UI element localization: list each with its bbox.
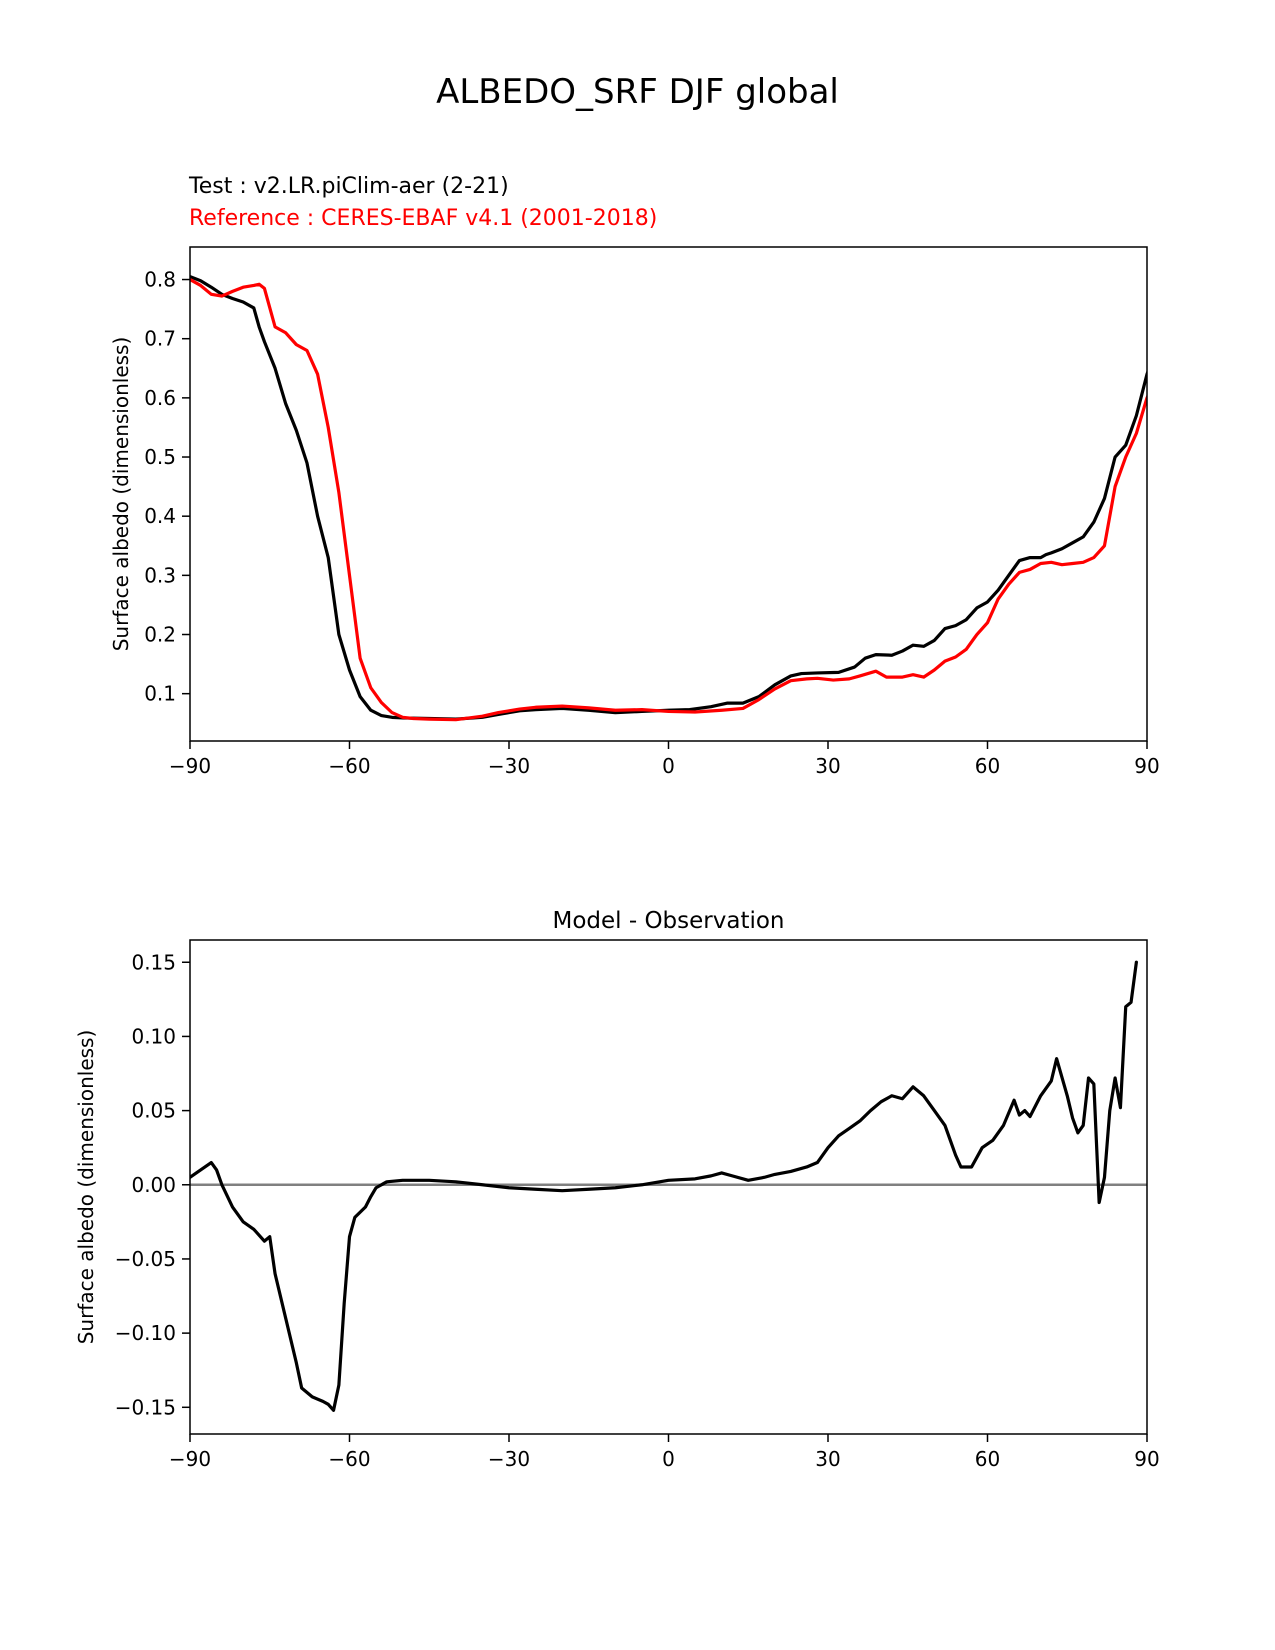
top-y-tick-label: 0.3 xyxy=(144,563,176,587)
top-series-test-line xyxy=(190,274,1147,721)
reference-label: Reference : CERES-EBAF v4.1 (2001-2018) xyxy=(189,206,658,231)
bottom-series-test-line xyxy=(190,960,1138,1412)
bottom-y-tick-label: 0.00 xyxy=(131,1173,176,1197)
top-y-tick-label: 0.7 xyxy=(144,327,176,351)
top-x-tick-label: −60 xyxy=(328,754,370,778)
bottom-x-tick-label: −90 xyxy=(169,1447,211,1471)
bottom-y-tick-label: 0.15 xyxy=(131,950,176,974)
bottom-y-tick-label: 0.10 xyxy=(131,1024,176,1048)
bottom-x-tick-label: −60 xyxy=(328,1447,370,1471)
top-y-tick-label: 0.1 xyxy=(144,682,176,706)
bottom-y-tick-label: −0.15 xyxy=(115,1395,176,1419)
top-y-tick-label: 0.2 xyxy=(144,623,176,647)
bottom-x-tick-label: 90 xyxy=(1134,1447,1159,1471)
top-series-reference-line xyxy=(190,277,1147,722)
top-y-tick-label: 0.5 xyxy=(144,445,176,469)
top-x-tick-label: −90 xyxy=(169,754,211,778)
bottom-y-axis-label: Surface albedo (dimensionless) xyxy=(74,1030,98,1345)
top-y-axis-label: Surface albedo (dimensionless) xyxy=(109,337,133,652)
bottom-x-tick-label: 0 xyxy=(662,1447,675,1471)
bottom-y-tick-label: −0.10 xyxy=(115,1321,176,1345)
top-x-tick-label: 0 xyxy=(662,754,675,778)
bottom-axes-frame xyxy=(189,939,1148,1435)
top-axes-frame xyxy=(189,246,1148,742)
page-title: ALBEDO_SRF DJF global xyxy=(436,72,839,112)
test-label: Test : v2.LR.piClim-aer (2-21) xyxy=(189,174,509,199)
top-y-tick-label: 0.8 xyxy=(144,268,176,292)
bottom-panel-title: Model - Observation xyxy=(552,908,784,934)
top-x-tick-label: 90 xyxy=(1134,754,1159,778)
bottom-x-tick-label: −30 xyxy=(488,1447,530,1471)
bottom-x-tick-label: 60 xyxy=(975,1447,1000,1471)
top-x-tick-label: −30 xyxy=(488,754,530,778)
top-y-tick-label: 0.4 xyxy=(144,504,176,528)
top-x-tick-label: 30 xyxy=(815,754,840,778)
bottom-y-tick-label: −0.05 xyxy=(115,1247,176,1271)
bottom-x-tick-label: 30 xyxy=(815,1447,840,1471)
top-y-tick-label: 0.6 xyxy=(144,386,176,410)
top-x-tick-label: 60 xyxy=(975,754,1000,778)
bottom-y-tick-label: 0.05 xyxy=(131,1099,176,1123)
